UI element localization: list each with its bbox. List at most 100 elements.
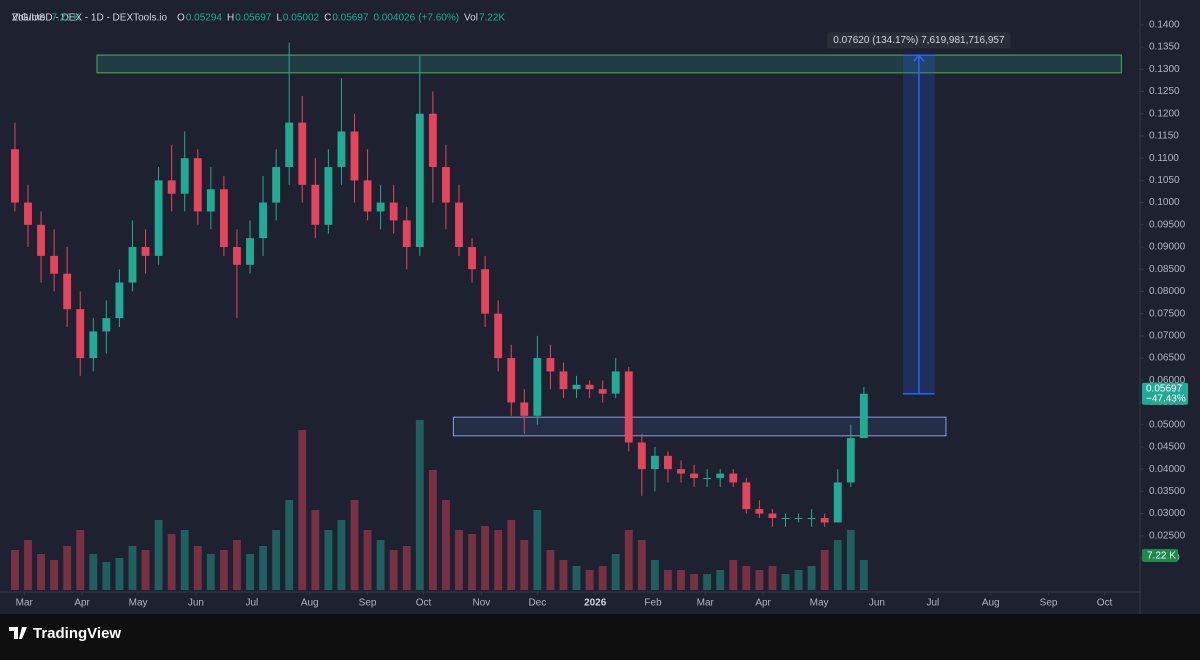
measure-label: 0.07620 (134.17%) 7,619,981,716,957 [833,35,1005,46]
candle-body [742,482,751,510]
volume-bar [442,500,450,590]
volume-bar [324,530,333,590]
volume-bar [820,550,829,590]
volume-bar [455,530,463,590]
volume-bar [141,550,150,590]
x-tick-label: Apr [74,598,90,609]
candle-body [350,131,359,181]
y-tick-label: 0.1350 [1149,42,1180,53]
volume-bar [624,530,633,590]
candle-body [455,202,463,248]
candle-body [585,384,594,390]
candle-body [298,122,307,185]
header-text: 0.004026 [373,13,415,24]
candle-body [415,113,424,248]
candle-body [611,371,620,394]
x-tick-label: May [810,598,829,609]
y-tick-label: 0.03000 [1149,508,1186,519]
volume-bar [128,546,137,590]
candle-body [50,255,59,274]
candle-body [219,189,228,248]
volume-bar [520,540,529,590]
candle-body [180,158,189,194]
candle-body [167,180,176,194]
y-tick-label: 0.04000 [1149,464,1186,475]
candle-body [115,282,124,319]
candle-body [637,442,646,470]
volume-bar [219,550,228,590]
logo[interactable]: TradingView [9,625,121,642]
candle-body [481,269,490,314]
candle-body [389,202,398,221]
x-tick-label: Oct [1097,598,1113,609]
candle-body [76,309,85,359]
y-tick-label: 0.02500 [1149,530,1186,541]
candle-body [494,313,503,359]
candle-body [716,473,725,479]
brand: TradingView [33,625,121,642]
candle-body [442,167,450,203]
candle-body [141,247,150,256]
volume-bar [193,546,202,590]
volume-bar [363,530,372,590]
volume-bar [611,554,620,590]
y-tick-label: 0.1400 [1149,20,1180,31]
volume-bar [572,566,581,590]
volume-bar [298,430,307,590]
candle-body [285,122,294,168]
volume-bar [180,530,189,590]
x-tick-label: Feb [644,598,662,609]
volume-bar [350,500,359,590]
volume-bar [63,546,72,590]
volume-bar [494,530,503,590]
volume-bar [637,540,646,590]
candle-body [820,518,829,523]
y-tick-label: 0.04500 [1149,442,1186,453]
y-tick-label: 0.06000 [1149,375,1186,386]
volume-bar [846,530,855,590]
volume-bar [428,470,437,590]
candle-body [781,518,790,520]
candle-body [624,371,633,443]
y-tick-label: 0.08000 [1149,286,1186,297]
volume-bar [677,570,685,590]
header-text: Vol [464,13,478,24]
y-tick-label: 0.1050 [1149,175,1180,186]
chart-background [0,0,1200,614]
x-tick-label: Jun [869,598,885,609]
header-text: O [177,13,185,24]
candle-body [128,247,137,283]
y-tick-label: 0.07500 [1149,308,1186,319]
y-tick-label: 0.03500 [1149,486,1186,497]
candle-body [363,180,372,212]
volume-label: 7.22 K [1147,551,1176,562]
candle-body [703,478,712,480]
volume-bar [102,562,111,590]
y-tick-label: 0.1250 [1149,86,1180,97]
candle-body [324,167,333,225]
candle-body [402,220,411,248]
candle-body [154,180,163,256]
y-tick-label: 0.1200 [1149,108,1180,119]
candle-body [89,331,98,359]
candle-body [690,473,698,479]
volume-bar [690,574,698,590]
x-tick-label: May [129,598,148,609]
x-tick-label: Aug [982,598,1000,609]
candle-body [755,509,764,514]
header-text: 0.05697 [235,13,272,24]
header-text: 0.05294 [186,13,223,24]
x-tick-label: Jul [926,598,939,609]
candle-body [846,438,855,483]
zone [452,416,947,437]
volume-bar [272,530,281,590]
volume-bar [755,570,764,590]
volume-bar [415,420,424,590]
volume-bar [650,560,659,590]
price-label: 0.05697 [1146,383,1183,394]
volume-bar [233,540,241,590]
price-label-box [1142,382,1188,405]
header-text: C [324,13,331,24]
volume-bar [859,560,868,590]
